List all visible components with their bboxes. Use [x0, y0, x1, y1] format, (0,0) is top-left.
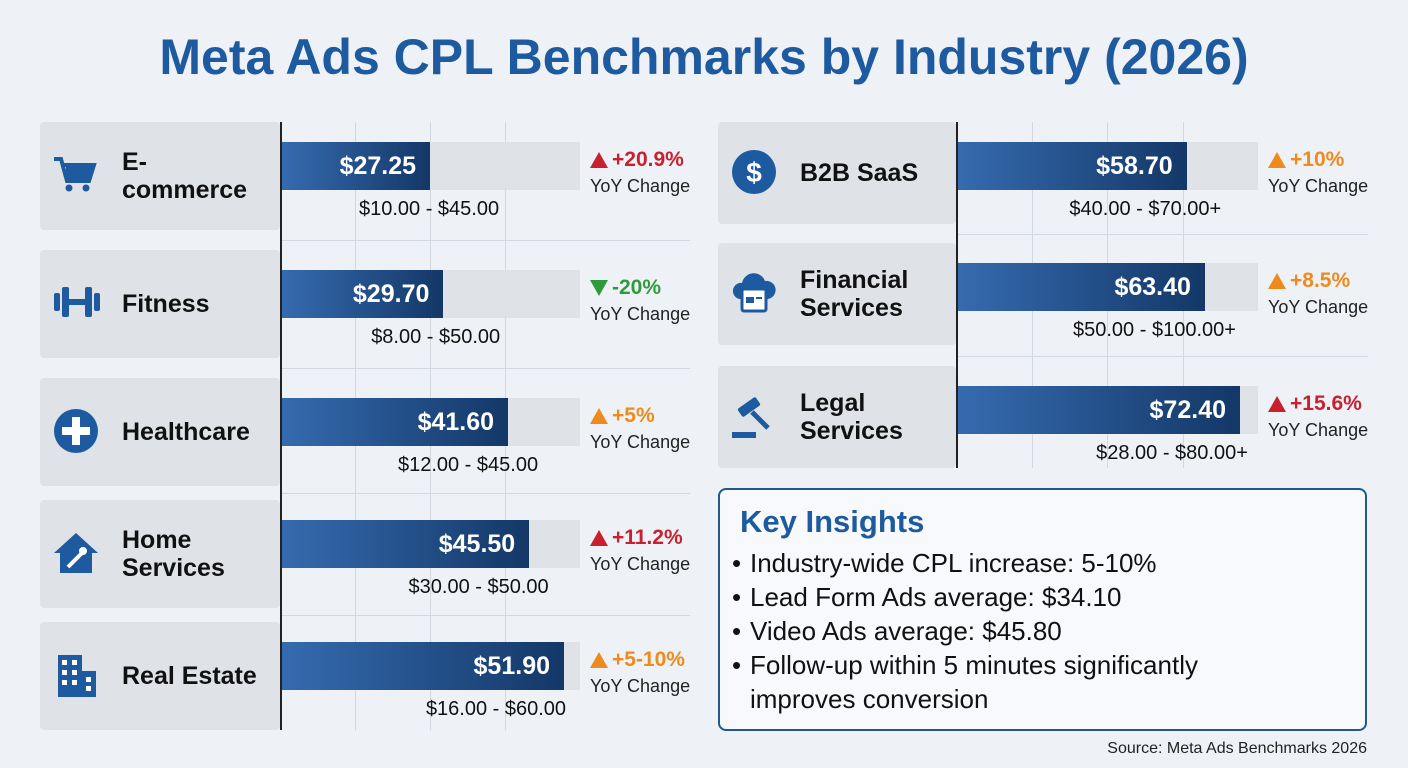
yoy-label: YoY Change: [1268, 420, 1369, 440]
row-divider: [280, 240, 690, 241]
category-icon: $: [732, 150, 776, 194]
category-icon: [732, 397, 770, 438]
range-label: $16.00 - $60.00: [425, 698, 567, 720]
trend-arrow: [590, 152, 608, 168]
svg-text:$: $: [746, 157, 762, 188]
yoy-change: +11.2%: [612, 526, 683, 549]
category-label: Financial Services: [800, 266, 909, 322]
category-icon: [732, 273, 776, 313]
bar-value-label: $51.90: [473, 652, 550, 680]
bar: [282, 270, 444, 318]
yoy-label: YoY Change: [1268, 176, 1369, 196]
trend-arrow: [1268, 152, 1286, 168]
insight-item: Lead Form Ads average: $34.10: [732, 580, 1310, 614]
axis-line: [280, 122, 282, 730]
bar-value-label: $27.25: [339, 152, 417, 180]
trend-arrow: [590, 408, 608, 424]
range-label: $12.00 - $45.00: [397, 454, 539, 476]
yoy-change: +20.9%: [612, 148, 684, 171]
yoy-label: YoY Change: [590, 304, 691, 324]
category-label: E-commerce: [122, 148, 248, 204]
yoy-change: +8.5%: [1290, 269, 1351, 292]
yoy-change: +5-10%: [612, 648, 685, 671]
bar: [282, 142, 431, 190]
range-label: $10.00 - $45.00: [358, 198, 500, 220]
row-divider: [280, 615, 690, 616]
category-label: B2B SaaS: [800, 159, 919, 187]
bar-value-label: $29.70: [352, 280, 430, 308]
yoy-change: +15.6%: [1290, 392, 1362, 415]
yoy-change: -20%: [612, 276, 662, 299]
category-label: Real Estate: [122, 662, 257, 690]
range-label: $8.00 - $50.00: [371, 326, 501, 348]
yoy-change: +5%: [612, 404, 655, 427]
category-icon: [54, 287, 100, 317]
range-label: $30.00 - $50.00: [408, 576, 549, 598]
category-icon: [54, 409, 98, 453]
bar-value-label: $63.40: [1114, 273, 1191, 301]
category-icon: [58, 655, 96, 697]
trend-arrow: [590, 280, 608, 296]
yoy-label: YoY Change: [590, 676, 691, 696]
bar-value-label: $41.60: [417, 408, 495, 436]
yoy-change: +10%: [1290, 148, 1345, 171]
row-divider: [280, 368, 690, 369]
range-label: $28.00 - $80.00+: [1096, 442, 1248, 464]
bar: [282, 398, 509, 446]
category-label: Fitness: [122, 290, 210, 318]
yoy-label: YoY Change: [1268, 297, 1369, 317]
row-divider: [956, 233, 1368, 235]
bar: [958, 386, 1240, 434]
category-label: Healthcare: [122, 418, 250, 446]
row-divider: [956, 355, 1368, 357]
bar: [958, 263, 1205, 311]
category-icon: [54, 533, 98, 573]
row-divider: [280, 493, 690, 494]
trend-arrow: [590, 530, 608, 546]
yoy-label: YoY Change: [590, 432, 691, 452]
key-insights-box: Key Insights Industry-wide CPL increase:…: [718, 488, 1367, 731]
trend-arrow: [590, 652, 608, 668]
bar: [282, 642, 564, 690]
trend-arrow: [1268, 273, 1286, 289]
bar-value-label: $45.50: [438, 530, 516, 558]
source: Source: Meta Ads Benchmarks 2026: [1107, 740, 1367, 757]
bar-value-label: $58.70: [1096, 152, 1173, 180]
yoy-label: YoY Change: [590, 176, 691, 196]
bar: [958, 142, 1187, 190]
axis-line: [956, 122, 958, 468]
trend-arrow: [1268, 396, 1286, 412]
title: Meta Ads CPL Benchmarks by Industry (202…: [159, 29, 1249, 85]
category-label: Legal Services: [800, 389, 903, 445]
insight-item: Industry-wide CPL increase: 5-10%: [732, 546, 1310, 580]
category-label: Home Services: [122, 526, 225, 582]
yoy-label: YoY Change: [590, 554, 691, 574]
bar-value-label: $72.40: [1149, 396, 1226, 424]
range-label: $50.00 - $100.00+: [1073, 319, 1236, 341]
insights-title: Key Insights: [740, 504, 925, 539]
category-icon: [54, 157, 97, 192]
range-label: $40.00 - $70.00+: [1069, 198, 1222, 220]
insight-item: Follow-up within 5 minutes significantly…: [732, 648, 1310, 716]
insight-item: Video Ads average: $45.80: [732, 614, 1310, 648]
bar: [282, 520, 530, 568]
